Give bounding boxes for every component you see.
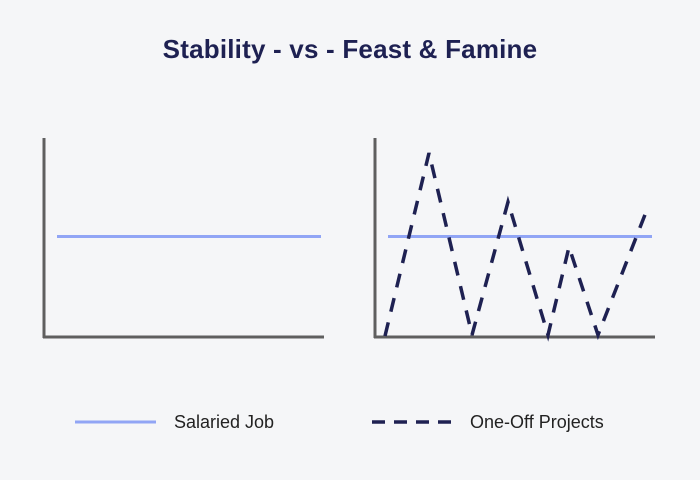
- stability-chart: [42, 138, 324, 339]
- chart-title: Stability - vs - Feast & Famine: [162, 34, 538, 64]
- legend-projects-label: One-Off Projects: [470, 412, 604, 432]
- projects-dashed-line: [383, 152, 650, 342]
- legend-salaried-label: Salaried Job: [174, 412, 275, 432]
- feast-famine-chart: [373, 138, 655, 342]
